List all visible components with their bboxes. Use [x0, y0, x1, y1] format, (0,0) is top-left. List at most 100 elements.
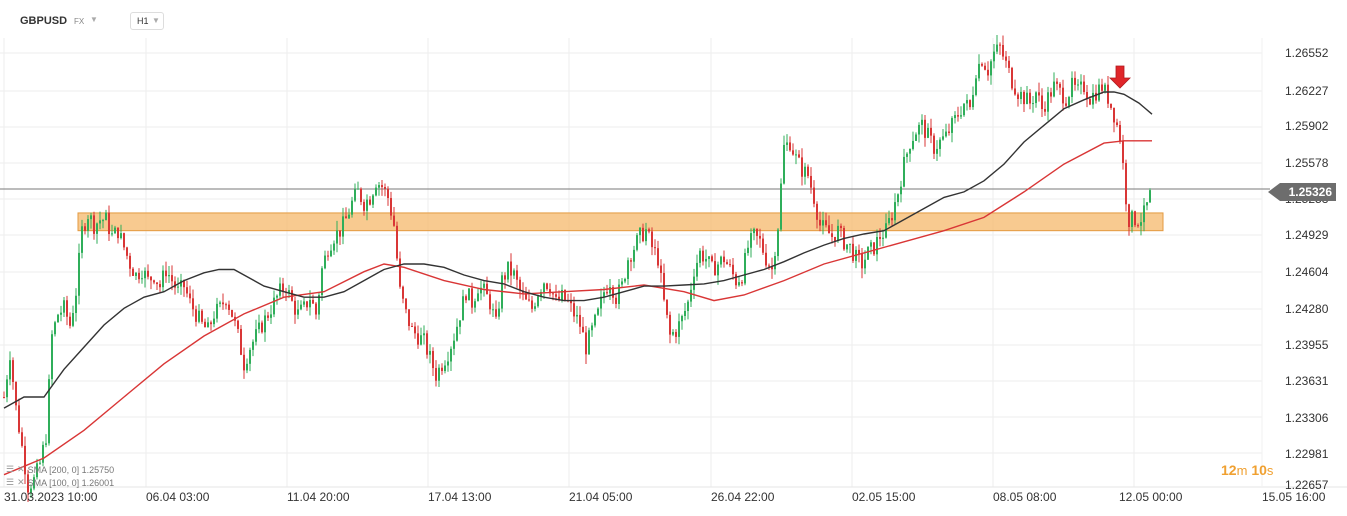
time-tick: 15.05 16:00 [1262, 490, 1326, 504]
instrument-symbol[interactable]: GBPUSD [20, 15, 68, 27]
candle-body [342, 216, 344, 237]
candle-body [1074, 77, 1076, 85]
candle-body [891, 218, 893, 221]
candle-body [489, 294, 491, 310]
candle-body [525, 292, 527, 300]
candle-body [732, 264, 734, 275]
candle-body [429, 351, 431, 355]
candle-body [708, 256, 710, 259]
candle-body [621, 281, 623, 285]
candle-body [690, 289, 692, 302]
candle-body [42, 444, 44, 463]
candle-body [825, 220, 827, 226]
candle-body [1014, 88, 1016, 95]
candle-body [219, 302, 221, 304]
candle-body [762, 238, 764, 253]
candle-body [900, 186, 902, 195]
candle-body [210, 322, 212, 325]
legend-sma100[interactable]: ☰ ✕ SMA [100, 0] 1.26001 [6, 477, 114, 488]
candle-body [144, 270, 146, 279]
candle-body [237, 320, 239, 329]
candle-body [972, 94, 974, 108]
price-tick: 1.23955 [1285, 338, 1329, 352]
candle-body [927, 127, 929, 138]
current-price-tag: 1.25326 [1280, 183, 1336, 201]
candle-body [750, 233, 752, 248]
candle-body [138, 272, 140, 280]
candle-body [363, 201, 365, 211]
candle-body [1083, 81, 1085, 93]
candle-body [189, 293, 191, 299]
candle-body [438, 367, 440, 381]
candle-body [783, 144, 785, 184]
candle-body [1143, 205, 1145, 223]
candle-body [933, 135, 935, 154]
candle-body [606, 292, 608, 294]
candle-body [120, 233, 122, 239]
candle-body [660, 265, 662, 273]
candle-body [423, 333, 425, 336]
candle-body [309, 299, 311, 308]
legend-sma200[interactable]: ☰ ✕ SMA [200, 0] 1.25750 [6, 464, 114, 475]
candle-body [3, 397, 5, 399]
candle-body [1113, 107, 1115, 123]
timeframe-label: H1 [137, 16, 149, 26]
candle-body [657, 248, 659, 266]
sma200-line [3, 140, 1152, 476]
candle-body [894, 202, 896, 221]
candle-body [939, 139, 941, 149]
candle-body [948, 131, 950, 133]
candle-body [15, 381, 17, 406]
timeframe-select[interactable]: H1 ▼ [130, 12, 164, 30]
candle-body [414, 326, 416, 334]
candle-body [165, 270, 167, 277]
candle-body [714, 261, 716, 276]
candle-body [294, 300, 296, 315]
candle-body [60, 312, 62, 315]
candle-body [48, 379, 50, 444]
candle-body [1077, 84, 1079, 86]
candle-body [111, 233, 113, 235]
candle-body [9, 360, 11, 380]
candle-body [813, 187, 815, 204]
candle-body [180, 280, 182, 287]
candle-body [333, 243, 335, 251]
candle-body [555, 294, 557, 297]
candle-body [1020, 91, 1022, 99]
candle-body [108, 212, 110, 235]
price-tick: 1.24604 [1285, 265, 1329, 279]
candle-body [114, 227, 116, 234]
candle-body [228, 304, 230, 310]
candle-body [480, 287, 482, 294]
close-icon[interactable]: ✕ [17, 477, 25, 487]
candle-body [906, 153, 908, 157]
candle-body [675, 332, 677, 337]
candle-body [12, 360, 14, 382]
candle-body [576, 314, 578, 317]
candle-body [888, 218, 890, 224]
candle-countdown: 12m 10s [1221, 462, 1273, 478]
list-icon[interactable]: ☰ [6, 464, 15, 474]
candle-body [267, 315, 269, 318]
chevron-down-icon[interactable]: ▼ [90, 15, 98, 24]
list-icon[interactable]: ☰ [6, 477, 15, 487]
close-icon[interactable]: ✕ [17, 464, 25, 474]
candle-body [183, 280, 185, 288]
candle-body [903, 156, 905, 187]
countdown-seconds-unit: s [1266, 463, 1274, 478]
candle-body [1134, 211, 1136, 226]
candle-body [915, 134, 917, 141]
candle-body [936, 148, 938, 154]
candle-body [87, 219, 89, 231]
candle-body [1092, 92, 1094, 105]
candle-body [498, 308, 500, 317]
candle-body [1122, 140, 1124, 164]
candle-body [579, 314, 581, 327]
candle-body [447, 361, 449, 366]
candle-body [1137, 225, 1139, 227]
candle-body [975, 78, 977, 95]
candle-body [432, 351, 434, 369]
candle-body [648, 229, 650, 232]
candle-body [678, 321, 680, 337]
